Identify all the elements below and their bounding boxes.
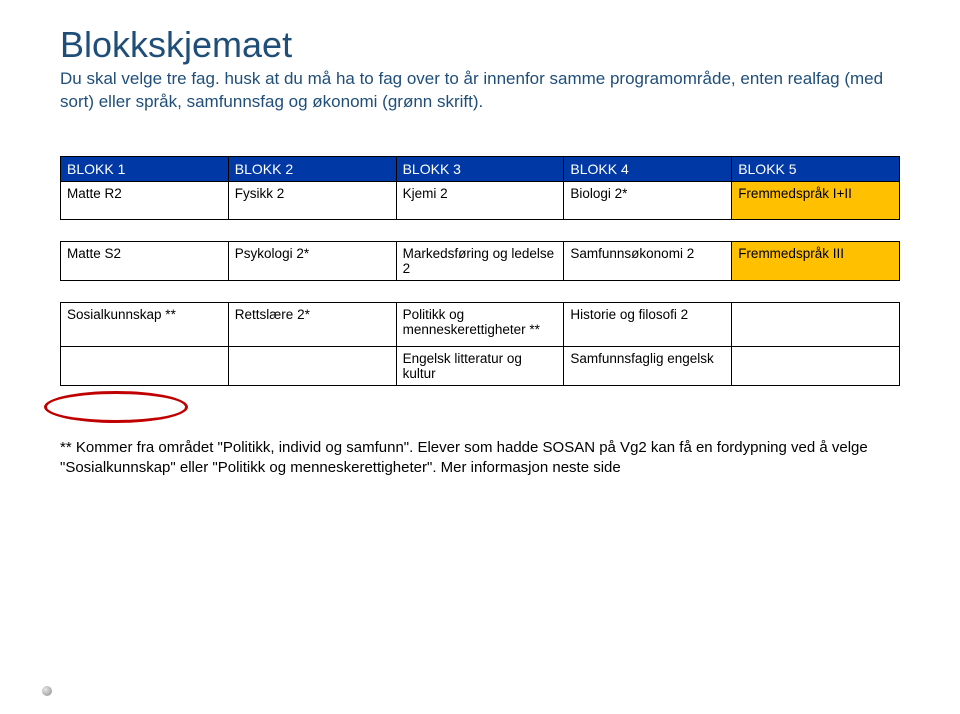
- table-cell: [228, 346, 396, 385]
- table-cell: Fysikk 2: [228, 181, 396, 219]
- intro-line1: Du skal velge tre fag.: [60, 69, 220, 88]
- table-cell: Biologi 2*: [564, 181, 732, 219]
- table-cell: Engelsk litteratur og kultur: [396, 346, 564, 385]
- header-cell: BLOKK 1: [61, 156, 229, 181]
- footnote-text: ** Kommer fra området "Politikk, individ…: [60, 438, 900, 479]
- table-cell: Kjemi 2: [396, 181, 564, 219]
- table-cell: Fremmedspråk III: [732, 241, 900, 280]
- header-cell: BLOKK 3: [396, 156, 564, 181]
- bullet-decoration: [42, 686, 52, 696]
- table-cell: Historie og filosofi 2: [564, 302, 732, 346]
- table-cell: Fremmedspråk I+II: [732, 181, 900, 219]
- table-cell: [732, 346, 900, 385]
- blokk-table: BLOKK 1 BLOKK 2 BLOKK 3 BLOKK 4 BLOKK 5 …: [60, 156, 900, 386]
- table-cell: Sosialkunnskap **: [61, 302, 229, 346]
- table-cell: [61, 346, 229, 385]
- intro-text: Du skal velge tre fag. husk at du må ha …: [60, 68, 900, 114]
- page-title: Blokkskjemaet: [60, 24, 900, 66]
- table-row: Engelsk litteratur og kultur Samfunnsfag…: [61, 346, 900, 385]
- header-cell: BLOKK 2: [228, 156, 396, 181]
- table-cell: Samfunnsøkonomi 2: [564, 241, 732, 280]
- table-row: Sosialkunnskap ** Rettslære 2* Politikk …: [61, 302, 900, 346]
- table-cell: Psykologi 2*: [228, 241, 396, 280]
- table-cell: Matte R2: [61, 181, 229, 219]
- table-cell: [732, 302, 900, 346]
- table-row: Matte R2 Fysikk 2 Kjemi 2 Biologi 2* Fre…: [61, 181, 900, 219]
- table-header-row: BLOKK 1 BLOKK 2 BLOKK 3 BLOKK 4 BLOKK 5: [61, 156, 900, 181]
- table-cell: Rettslære 2*: [228, 302, 396, 346]
- table-cell: Politikk og menneskerettigheter **: [396, 302, 564, 346]
- table-row: Matte S2 Psykologi 2* Markedsføring og l…: [61, 241, 900, 280]
- table-cell: Markedsføring og ledelse 2: [396, 241, 564, 280]
- table-cell: Samfunnsfaglig engelsk: [564, 346, 732, 385]
- header-cell: BLOKK 5: [732, 156, 900, 181]
- header-cell: BLOKK 4: [564, 156, 732, 181]
- table-cell: Matte S2: [61, 241, 229, 280]
